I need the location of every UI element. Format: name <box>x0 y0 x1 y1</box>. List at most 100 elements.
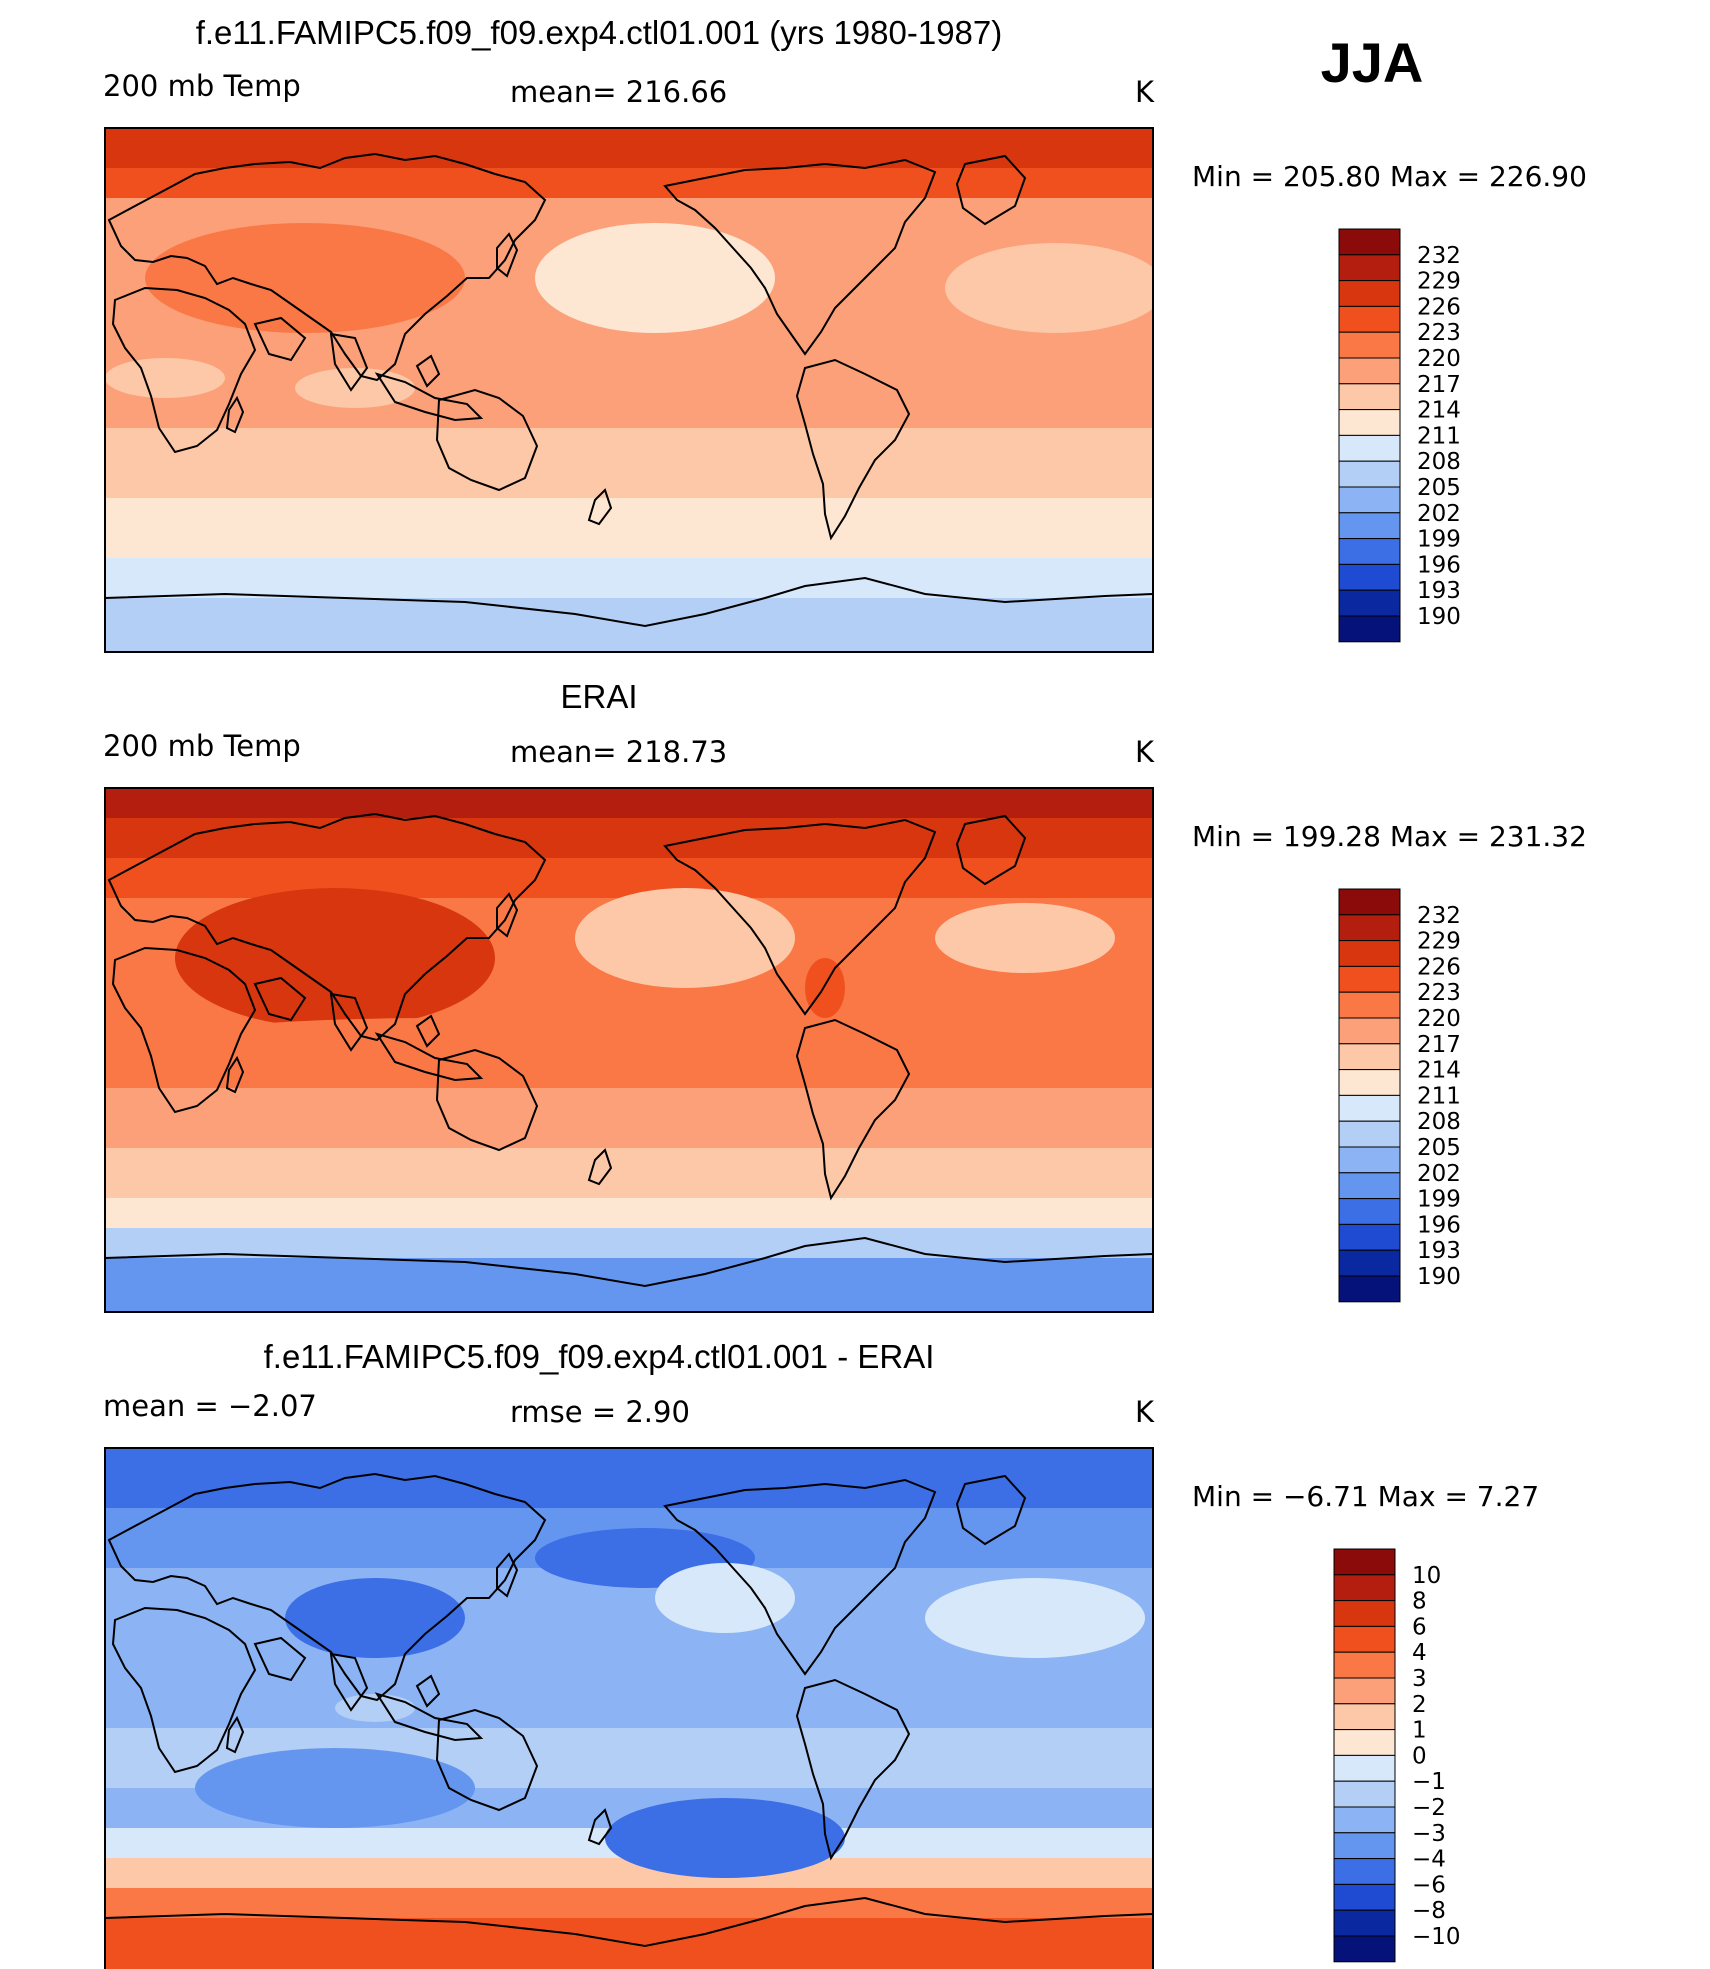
contour-region <box>105 358 225 398</box>
colorbar-swatch <box>1333 1703 1396 1731</box>
panel-2-title: ERAI <box>560 678 637 715</box>
contour-region <box>655 1563 795 1633</box>
contour-band <box>105 1148 1153 1198</box>
panel-1-title: f.e11.FAMIPC5.f09_f09.exp4.ctl01.001 (yr… <box>196 14 1003 51</box>
contour-band <box>105 818 1153 858</box>
colorbar-label: 190 <box>1417 1264 1461 1290</box>
colorbar-swatch <box>1338 615 1401 643</box>
contour-region <box>195 1748 475 1828</box>
colorbar-label: 199 <box>1417 1187 1461 1213</box>
colorbar-swatch <box>1338 357 1401 385</box>
colorbar-swatch <box>1338 486 1401 514</box>
colorbar-swatch <box>1338 460 1401 488</box>
panel-2-field <box>105 788 1153 1312</box>
colorbar-swatch <box>1333 1858 1396 1885</box>
contour-band <box>105 788 1153 818</box>
colorbar-swatch <box>1338 965 1401 993</box>
panel-3-title: f.e11.FAMIPC5.f09_f09.exp4.ctl01.001 - E… <box>264 1338 935 1375</box>
colorbar-label: 214 <box>1417 1058 1461 1084</box>
panel-3-field <box>105 1448 1153 1969</box>
colorbar-swatch <box>1338 940 1401 967</box>
colorbar-swatch <box>1338 1017 1401 1045</box>
colorbar-swatch <box>1338 991 1401 1019</box>
panel-3-left-label: mean = −2.07 <box>103 1389 317 1423</box>
colorbar-label: 193 <box>1417 1238 1461 1264</box>
colorbar-label: 202 <box>1417 1161 1461 1187</box>
contour-band <box>105 1258 1153 1312</box>
colorbar-swatch <box>1333 1600 1396 1627</box>
colorbar-swatch <box>1338 512 1401 540</box>
contour-region <box>175 888 495 1028</box>
contour-region <box>935 903 1115 973</box>
contour-band <box>105 1228 1153 1258</box>
panel-3-map <box>104 1447 1154 1969</box>
contour-band <box>105 498 1153 558</box>
colorbar-swatch <box>1338 305 1401 333</box>
colorbar-swatch <box>1338 1172 1401 1200</box>
contour-band <box>105 128 1153 168</box>
colorbar-label: 226 <box>1417 954 1461 980</box>
colorbar-label: −4 <box>1412 1847 1446 1873</box>
colorbar-label: −6 <box>1412 1872 1446 1898</box>
contour-band <box>105 1888 1153 1918</box>
colorbar-label: 208 <box>1417 1109 1461 1135</box>
colorbar-label: −10 <box>1412 1924 1461 1950</box>
panel-2-center-label: mean= 218.73 <box>510 735 727 769</box>
colorbar-label: 220 <box>1417 346 1461 372</box>
contour-band <box>105 558 1153 598</box>
colorbar-label: 1 <box>1412 1718 1427 1744</box>
colorbar-label: 205 <box>1417 1135 1461 1161</box>
colorbar-swatch <box>1338 563 1401 591</box>
panel-3: f.e11.FAMIPC5.f09_f09.exp4.ctl01.001 - E… <box>103 1338 1539 1969</box>
panel-1-left-label: 200 mb Temp <box>103 69 301 103</box>
colorbar-swatch <box>1333 1754 1396 1782</box>
colorbar-label: 190 <box>1417 604 1461 630</box>
panel-2-units: K <box>1135 735 1155 769</box>
contour-region <box>945 243 1153 333</box>
contour-region <box>605 1798 845 1878</box>
colorbar-swatch <box>1338 331 1401 359</box>
colorbar-swatch <box>1338 228 1401 256</box>
colorbar-swatch <box>1333 1548 1396 1576</box>
panel-2-minmax: Min = 199.28 Max = 231.32 <box>1192 820 1587 853</box>
panel-2-map <box>104 787 1154 1313</box>
colorbar-swatch <box>1333 1677 1396 1705</box>
colorbar-swatch <box>1338 1069 1401 1096</box>
colorbar-label: −2 <box>1412 1795 1446 1821</box>
colorbar-label: 8 <box>1412 1589 1427 1615</box>
colorbar-swatch <box>1338 538 1401 565</box>
colorbar-label: 223 <box>1417 980 1461 1006</box>
colorbar-swatch <box>1333 1651 1396 1679</box>
colorbar-label: 205 <box>1417 475 1461 501</box>
colorbar-label: 226 <box>1417 294 1461 320</box>
colorbar-label: 208 <box>1417 449 1461 475</box>
panel-1-units: K <box>1135 75 1155 109</box>
panel-1-colorbar: 2322292262232202172142112082052021991961… <box>1338 228 1461 643</box>
colorbar-label: 211 <box>1417 1083 1461 1109</box>
colorbar-label: 199 <box>1417 527 1461 553</box>
colorbar-label: 196 <box>1417 552 1461 578</box>
colorbar-swatch <box>1338 254 1401 282</box>
panel-1: f.e11.FAMIPC5.f09_f09.exp4.ctl01.001 (yr… <box>103 14 1587 653</box>
panel-2-map-frame <box>104 787 1154 1313</box>
colorbar-swatch <box>1338 1146 1401 1174</box>
colorbar-swatch <box>1338 1094 1401 1122</box>
colorbar-swatch <box>1333 1935 1396 1963</box>
colorbar-label: 223 <box>1417 320 1461 346</box>
contour-band <box>105 1858 1153 1888</box>
colorbar-swatch <box>1333 1625 1396 1653</box>
panel-2-colorbar: 2322292262232202172142112082052021991961… <box>1338 888 1461 1303</box>
colorbar-label: 3 <box>1412 1666 1427 1692</box>
contour-region <box>575 888 795 988</box>
colorbar-label: 196 <box>1417 1212 1461 1238</box>
panel-1-map-frame <box>104 127 1154 653</box>
contour-band <box>105 1648 1153 1728</box>
contour-region <box>135 1018 735 1078</box>
colorbar-swatch <box>1333 1832 1396 1860</box>
colorbar-label: −1 <box>1412 1769 1446 1795</box>
colorbar-label: 6 <box>1412 1614 1427 1640</box>
colorbar-label: 214 <box>1417 398 1461 424</box>
colorbar-label: 2 <box>1412 1692 1427 1718</box>
